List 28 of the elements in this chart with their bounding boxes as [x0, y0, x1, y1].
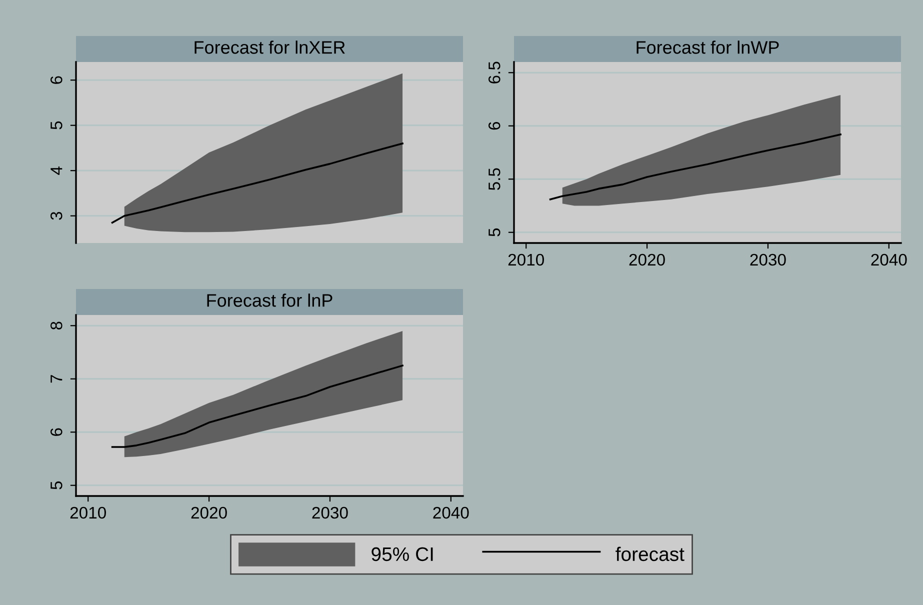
x-tick-label: 2030	[312, 506, 348, 519]
y-tick-label: 6	[50, 428, 62, 436]
y-tick-label: 3	[50, 212, 62, 220]
chart-title: Forecast for lnP	[207, 294, 332, 307]
x-tick-label: 2010	[70, 506, 106, 519]
x-tick-label: 2010	[508, 254, 544, 266]
y-tick-label: 5	[488, 228, 500, 236]
y-tick-label: 6.5	[488, 62, 500, 84]
y-tick-label: 6	[50, 76, 62, 84]
y-tick-label: 5	[50, 121, 62, 130]
x-tick-label: 2020	[629, 254, 665, 266]
line-series	[549, 133, 842, 200]
x-tick-label: 2040	[871, 254, 907, 266]
y-tick-label: 5	[50, 481, 62, 490]
y-tick-label: 7	[50, 375, 62, 383]
text: 95% CI	[372, 547, 433, 562]
chart-title: Forecast for lnWP	[636, 40, 779, 54]
x-tick-label: 2040	[433, 506, 469, 519]
text: forecast	[616, 546, 684, 562]
chart-title: Forecast for lnXER	[194, 40, 345, 54]
y-tick-label: 4	[50, 166, 62, 175]
x-tick-label: 2020	[191, 506, 227, 519]
line-series	[111, 142, 404, 224]
y-tick-label: 5.5	[488, 168, 500, 190]
y-tick-label: 6	[488, 122, 500, 130]
line-series	[111, 364, 404, 448]
x-tick-label: 2030	[750, 254, 786, 266]
y-tick-label: 8	[50, 322, 62, 330]
